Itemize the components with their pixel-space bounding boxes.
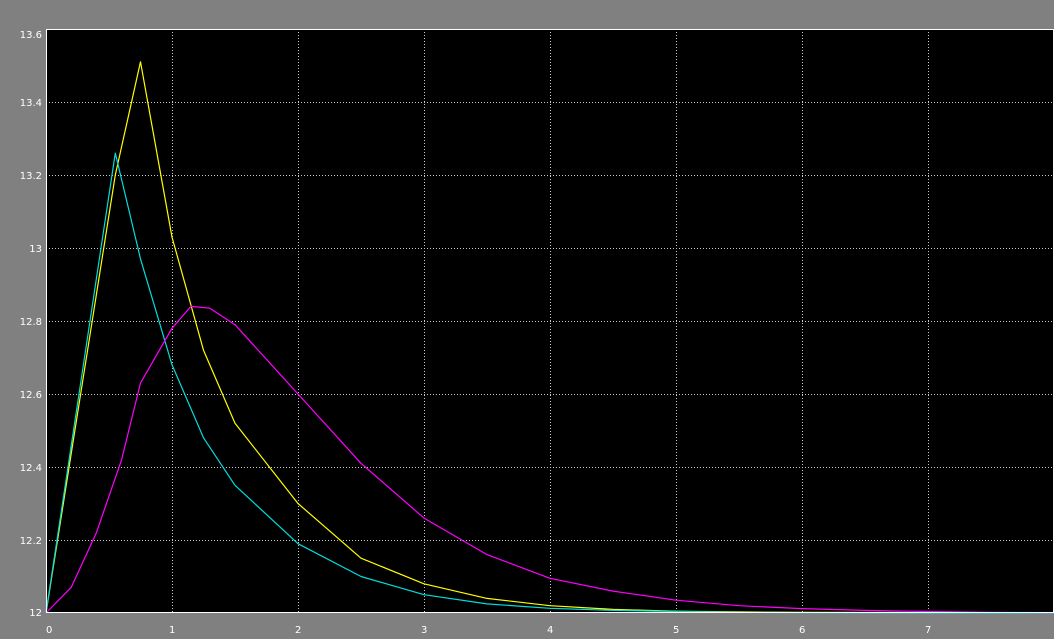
y-tick-label: 13.6 [20, 30, 42, 41]
x-tick-label: 4 [547, 625, 553, 636]
grid-lines [46, 29, 1054, 613]
y-tick-label: 12.2 [20, 536, 42, 547]
x-tick-label: 1 [169, 625, 175, 636]
y-tick-label: 12.4 [20, 463, 42, 474]
x-tick-label: 3 [421, 625, 427, 636]
series-line-3 [45, 305, 1054, 614]
x-tick-label: 2 [295, 625, 301, 636]
x-tick-label: 5 [673, 625, 679, 636]
y-tick-label: 13.4 [20, 98, 42, 109]
x-tick-label: 0 [46, 625, 52, 636]
y-tick-label: 13.2 [20, 171, 42, 182]
x-tick-label: 6 [799, 625, 805, 636]
x-tick-label: 7 [925, 625, 931, 636]
y-tick-label: 12.6 [20, 390, 42, 401]
y-tick-label: 12 [29, 608, 42, 619]
y-tick-label: 13 [29, 244, 42, 255]
y-tick-label: 12.8 [20, 317, 42, 328]
